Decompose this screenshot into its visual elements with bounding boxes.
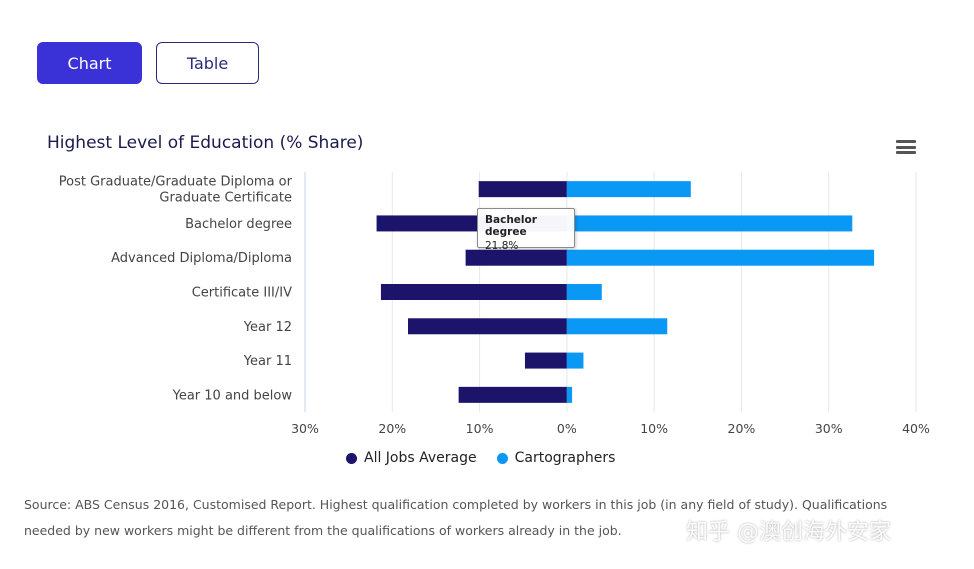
- legend-label-cartographers: Cartographers: [514, 450, 616, 466]
- category-label-line: Certificate III/IV: [192, 286, 292, 301]
- bar-all-jobs[interactable]: [478, 181, 567, 198]
- category-label: Bachelor degree: [185, 217, 292, 232]
- category-label: Post Graduate/Graduate Diploma or Graduat…: [59, 175, 293, 206]
- chart-tooltip: Bachelor degree 21.8%: [477, 208, 575, 252]
- x-tick-label: 40%: [902, 421, 930, 436]
- legend-label-all-jobs: All Jobs Average: [364, 450, 477, 466]
- bar-cartographers[interactable]: [566, 181, 691, 198]
- legend-item-all-jobs[interactable]: All Jobs Average: [346, 450, 477, 466]
- x-tick-label: 10%: [466, 421, 494, 436]
- legend-dot-cartographers: [496, 452, 508, 464]
- tab-chart[interactable]: Chart: [37, 42, 142, 84]
- category-label-line: Advanced Diploma/Diploma: [111, 251, 292, 266]
- x-tick-label: 30%: [291, 421, 319, 436]
- source-note: Source: ABS Census 2016, Customised Repo…: [24, 497, 888, 538]
- category-label-line: Year 10 and below: [172, 388, 293, 403]
- bar-cartographers[interactable]: [566, 284, 602, 300]
- bar-all-jobs[interactable]: [458, 386, 567, 403]
- category-label-line: Year 12: [243, 320, 292, 335]
- category-label-line: Year 11: [243, 354, 292, 369]
- chart-legend: All Jobs Average Cartographers: [346, 450, 615, 466]
- legend-item-cartographers[interactable]: Cartographers: [496, 450, 616, 466]
- bar-chart: Post Graduate/Graduate Diploma or Graduat…: [59, 172, 930, 436]
- x-tick-label: 0%: [557, 421, 577, 436]
- bar-all-jobs[interactable]: [465, 249, 567, 266]
- category-label: Year 11: [243, 354, 292, 369]
- category-label: Year 10 and below: [172, 388, 293, 403]
- hamburger-menu-icon[interactable]: [896, 140, 916, 156]
- bar-cartographers[interactable]: [566, 249, 875, 266]
- category-label-line: Post Graduate/Graduate Diploma or: [59, 175, 293, 190]
- bar-cartographers[interactable]: [566, 352, 584, 369]
- category-label-line: Graduate Certificate: [159, 191, 292, 206]
- category-label: Advanced Diploma/Diploma: [111, 251, 292, 266]
- bar-cartographers[interactable]: [566, 318, 668, 335]
- chart-title: Highest Level of Education (% Share): [47, 133, 364, 153]
- x-tick-label: 20%: [378, 421, 406, 436]
- bar-all-jobs[interactable]: [524, 352, 567, 369]
- bar-all-jobs[interactable]: [380, 284, 567, 300]
- category-label: Certificate III/IV: [192, 286, 292, 301]
- bar-all-jobs[interactable]: [407, 318, 567, 335]
- tooltip-title: Bachelor degree: [485, 214, 537, 238]
- x-tick-label: 20%: [728, 421, 756, 436]
- x-tick-label: 30%: [815, 421, 843, 436]
- legend-dot-all-jobs: [346, 452, 357, 464]
- x-tick-label: 10%: [640, 421, 668, 436]
- category-label-line: Bachelor degree: [185, 217, 292, 232]
- tab-table[interactable]: Table: [156, 42, 259, 84]
- category-label: Year 12: [243, 320, 292, 335]
- bar-cartographers[interactable]: [566, 386, 573, 403]
- watermark: 知乎 @澳创海外安家: [686, 520, 891, 545]
- bar-cartographers[interactable]: [566, 215, 853, 232]
- tooltip-value: 21.8%: [485, 240, 519, 252]
